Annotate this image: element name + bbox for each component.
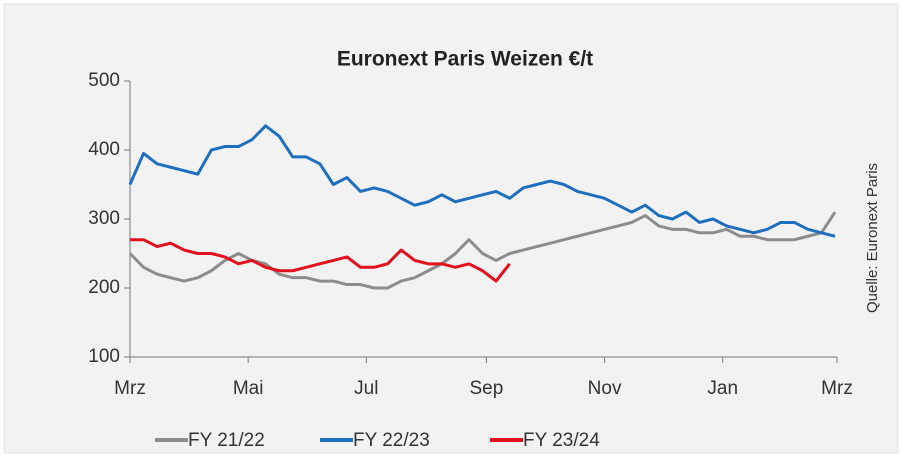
source-note: Quelle: Euronext Paris <box>864 163 881 313</box>
x-tick-label: Mai <box>233 378 264 399</box>
y-tick-label: 500 <box>88 70 120 91</box>
legend-label: FY 22/23 <box>353 430 430 451</box>
x-tick-label: Sep <box>469 378 503 399</box>
x-tick-label: Mrz <box>821 378 853 399</box>
chart-title: Euronext Paris Weizen €/t <box>337 48 593 71</box>
legend-label: FY 23/24 <box>523 430 600 451</box>
y-tick-label: 400 <box>88 139 120 160</box>
x-tick-label: Jan <box>707 378 738 399</box>
y-tick-label: 200 <box>88 277 120 298</box>
series-line <box>128 211 837 290</box>
series-line <box>128 124 836 238</box>
y-tick-label: 300 <box>88 208 120 229</box>
legend-label: FY 21/22 <box>188 430 265 451</box>
x-tick-label: Jul <box>354 378 378 399</box>
background <box>3 3 899 454</box>
series-line <box>130 238 511 283</box>
x-tick-label: Mrz <box>114 378 146 399</box>
y-tick-label: 100 <box>88 346 120 367</box>
x-tick-label: Nov <box>588 378 622 399</box>
